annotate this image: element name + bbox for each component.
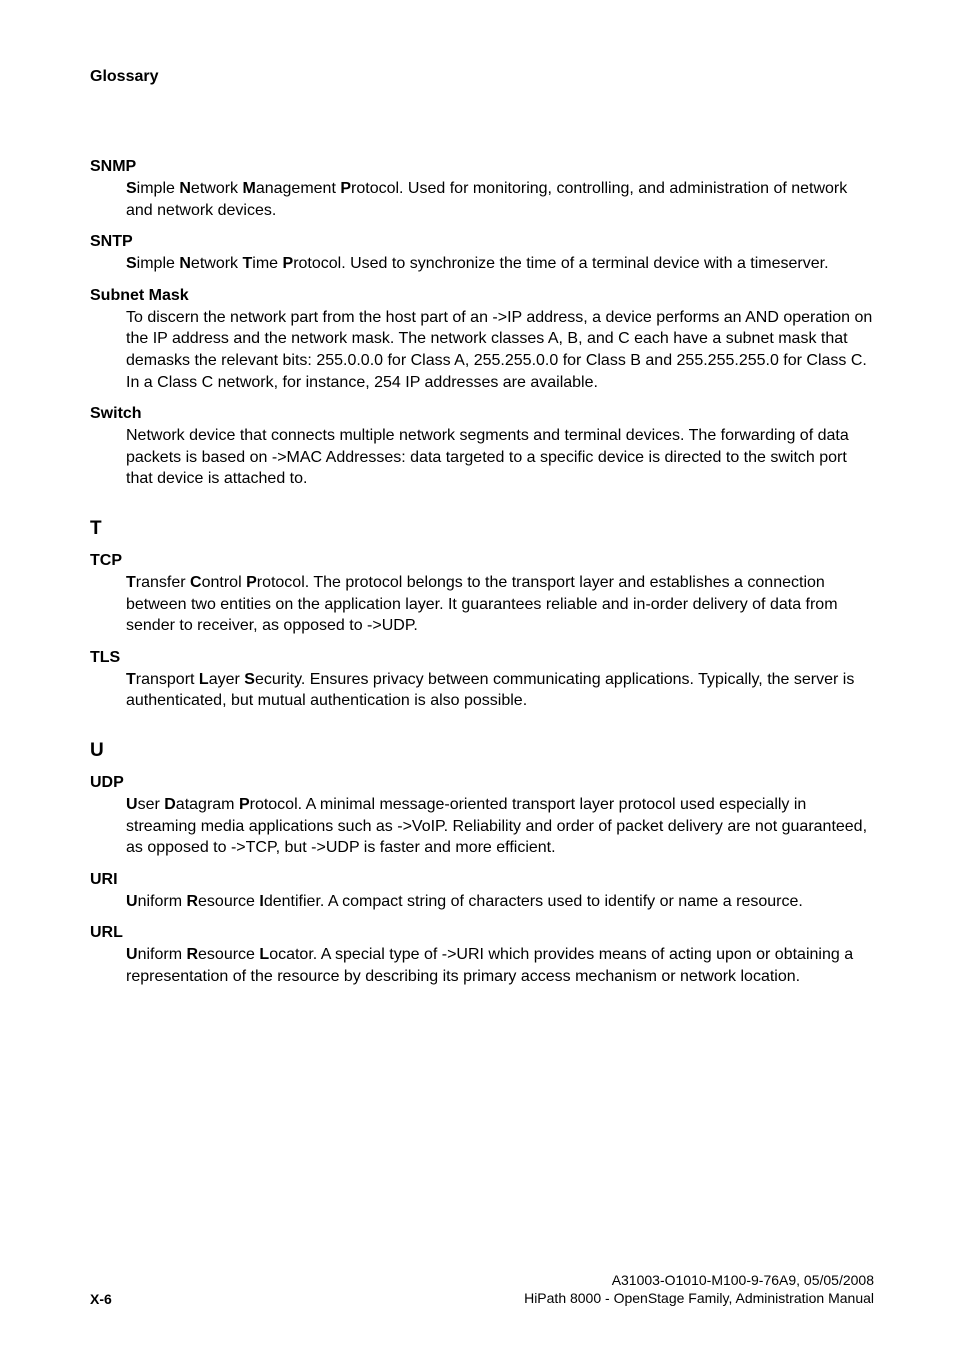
glossary-entry: UDP User Datagram Protocol. A minimal me…	[90, 774, 874, 859]
term-definition: Uniform Resource Identifier. A compact s…	[126, 891, 874, 913]
term-definition: Transfer Control Protocol. The protocol …	[126, 572, 874, 637]
term-label: SNTP	[90, 233, 874, 251]
glossary-entry: SNMP Simple Network Management Protocol.…	[90, 158, 874, 221]
section-letter-t: T	[90, 518, 874, 540]
glossary-entry: Subnet Mask To discern the network part …	[90, 287, 874, 393]
section-letter-u: U	[90, 740, 874, 762]
page-header-title: Glossary	[90, 68, 874, 86]
term-definition: Simple Network Time Protocol. Used to sy…	[126, 253, 874, 275]
glossary-entry: URL Uniform Resource Locator. A special …	[90, 924, 874, 987]
term-definition: Network device that connects multiple ne…	[126, 425, 874, 490]
glossary-entry: TLS Transport Layer Security. Ensures pr…	[90, 649, 874, 712]
term-definition: User Datagram Protocol. A minimal messag…	[126, 794, 874, 859]
footer-manual-title: HiPath 8000 - OpenStage Family, Administ…	[524, 1289, 874, 1307]
term-label: Switch	[90, 405, 874, 423]
term-label: URL	[90, 924, 874, 942]
footer-doc-id: A31003-O1010-M100-9-76A9, 05/05/2008	[524, 1271, 874, 1289]
term-label: TLS	[90, 649, 874, 667]
footer-doc-info: A31003-O1010-M100-9-76A9, 05/05/2008 HiP…	[524, 1271, 874, 1307]
glossary-page: Glossary SNMP Simple Network Management …	[0, 0, 954, 1351]
page-number: X-6	[90, 1291, 112, 1307]
term-definition: Uniform Resource Locator. A special type…	[126, 944, 874, 987]
page-footer: X-6 A31003-O1010-M100-9-76A9, 05/05/2008…	[90, 1271, 874, 1307]
term-label: SNMP	[90, 158, 874, 176]
term-label: TCP	[90, 552, 874, 570]
term-label: URI	[90, 871, 874, 889]
glossary-entry: TCP Transfer Control Protocol. The proto…	[90, 552, 874, 637]
term-definition: Transport Layer Security. Ensures privac…	[126, 669, 874, 712]
term-label: UDP	[90, 774, 874, 792]
term-definition: Simple Network Management Protocol. Used…	[126, 178, 874, 221]
glossary-entry: Switch Network device that connects mult…	[90, 405, 874, 490]
glossary-entry: URI Uniform Resource Identifier. A compa…	[90, 871, 874, 913]
glossary-entry: SNTP Simple Network Time Protocol. Used …	[90, 233, 874, 275]
term-label: Subnet Mask	[90, 287, 874, 305]
term-definition: To discern the network part from the hos…	[126, 307, 874, 393]
